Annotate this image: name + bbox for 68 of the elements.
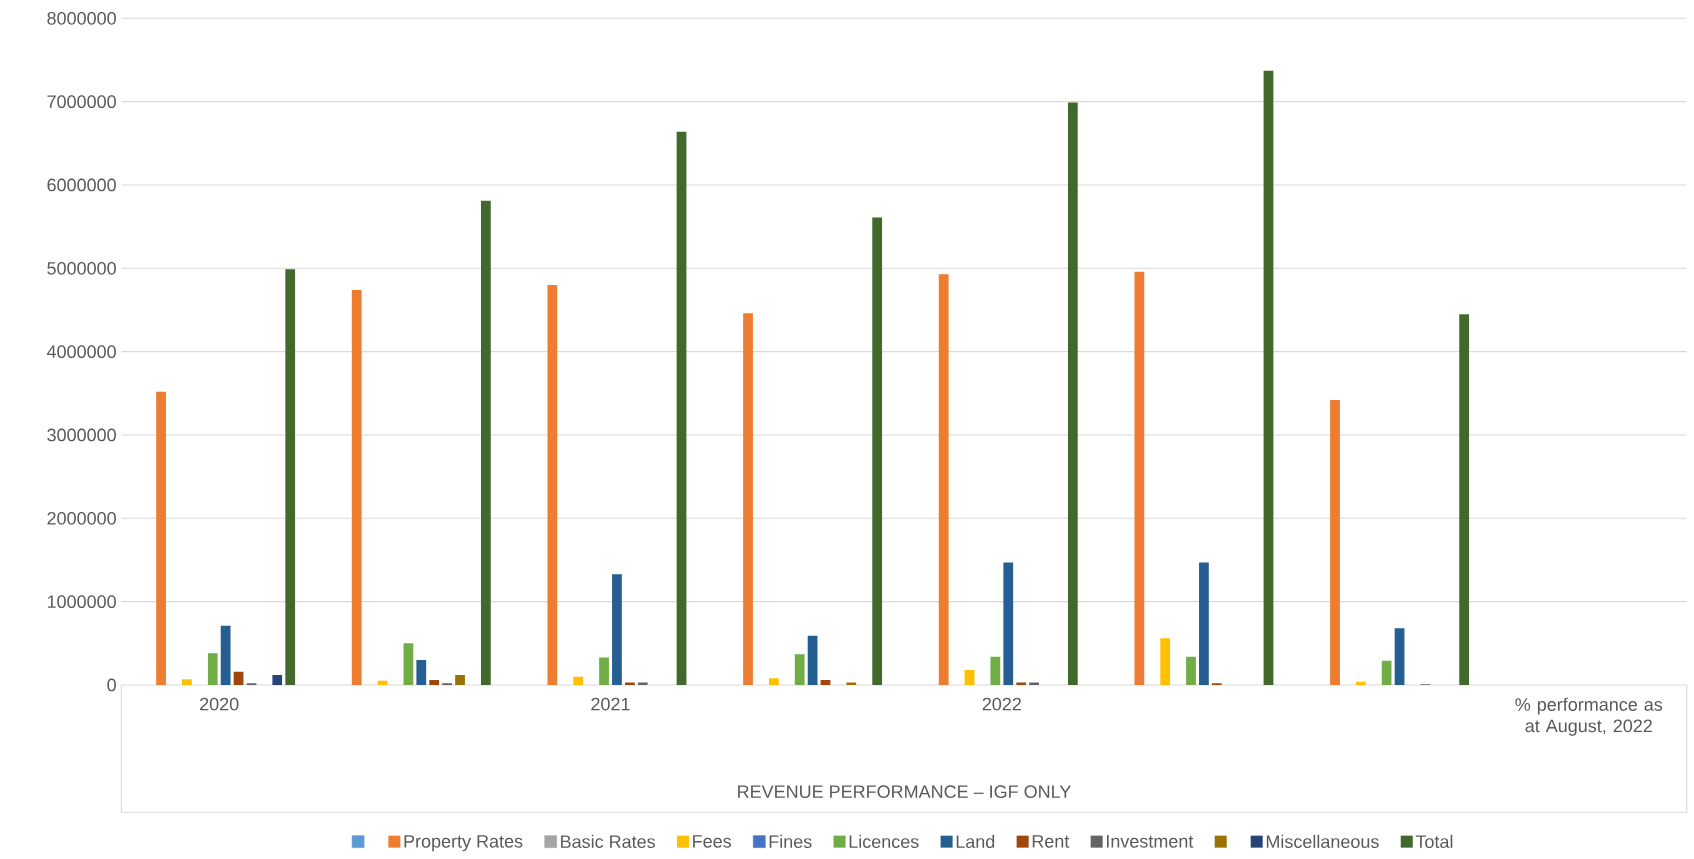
bar	[820, 679, 831, 685]
legend-label: Property Rates	[404, 835, 523, 852]
x-axis-title: REVENUE PERFORMANCE – IGF ONLY	[738, 785, 1071, 799]
legend-label: Investment	[1106, 835, 1194, 848]
bar	[1330, 399, 1340, 685]
bar	[272, 674, 283, 685]
bar	[1016, 682, 1027, 685]
y-tick-label: 8000000	[47, 11, 116, 25]
y-tick-label: 3000000	[47, 428, 116, 442]
legend-label: Land	[956, 834, 995, 848]
bar	[416, 659, 427, 685]
bar	[794, 654, 805, 685]
bar	[1134, 271, 1145, 685]
y-tick-label: 1000000	[47, 595, 116, 609]
bar	[807, 635, 818, 685]
bar	[1199, 562, 1209, 685]
bar	[1394, 628, 1405, 685]
bar	[403, 643, 414, 685]
bar	[207, 653, 218, 685]
bar	[480, 200, 491, 685]
bar	[1003, 562, 1014, 685]
legend-label: Basic Rates	[561, 834, 655, 848]
bar	[846, 682, 857, 685]
bar	[220, 625, 231, 685]
bar	[768, 678, 779, 685]
legend-label: Total	[1415, 834, 1453, 848]
legend-label: Fees	[693, 835, 732, 848]
y-tick-label: 6000000	[47, 178, 116, 192]
bar	[1263, 70, 1274, 685]
y-tick-label: 0	[107, 678, 116, 692]
bar	[676, 131, 687, 685]
bar	[429, 679, 440, 685]
y-tick-label: 7000000	[47, 95, 116, 109]
bar	[351, 289, 362, 685]
bar	[1459, 314, 1470, 685]
bar	[1160, 638, 1171, 685]
x-tick-label: 2021	[591, 697, 630, 711]
x-tick-label: 2020	[200, 697, 239, 711]
legend-label: Fines	[769, 834, 812, 848]
y-tick-label: 5000000	[47, 261, 116, 275]
legend-label: Licences	[849, 834, 919, 848]
bar	[990, 656, 1001, 685]
bar	[1186, 656, 1196, 685]
bar	[743, 313, 753, 685]
legend-label: Miscellaneous	[1266, 834, 1379, 848]
bar	[1029, 682, 1039, 685]
x-tick-label: % performance as at August, 2022	[1515, 697, 1663, 736]
bar	[233, 671, 244, 685]
bar	[599, 657, 609, 685]
bar	[938, 274, 949, 685]
legend-label: Rent	[1032, 835, 1070, 848]
bar	[1381, 660, 1392, 685]
bar	[285, 269, 296, 685]
bar	[573, 676, 584, 685]
bar	[964, 669, 975, 685]
bar	[1355, 681, 1366, 685]
bar	[455, 674, 465, 685]
bar	[1067, 102, 1078, 685]
bar	[547, 284, 558, 685]
bar	[872, 217, 883, 685]
bar	[612, 574, 622, 685]
bar	[624, 682, 635, 685]
x-tick-label: 2022	[982, 697, 1021, 711]
bar	[156, 391, 166, 685]
y-tick-label: 2000000	[47, 511, 116, 525]
y-tick-label: 4000000	[46, 345, 116, 359]
bar	[637, 682, 648, 685]
bar	[182, 679, 192, 685]
